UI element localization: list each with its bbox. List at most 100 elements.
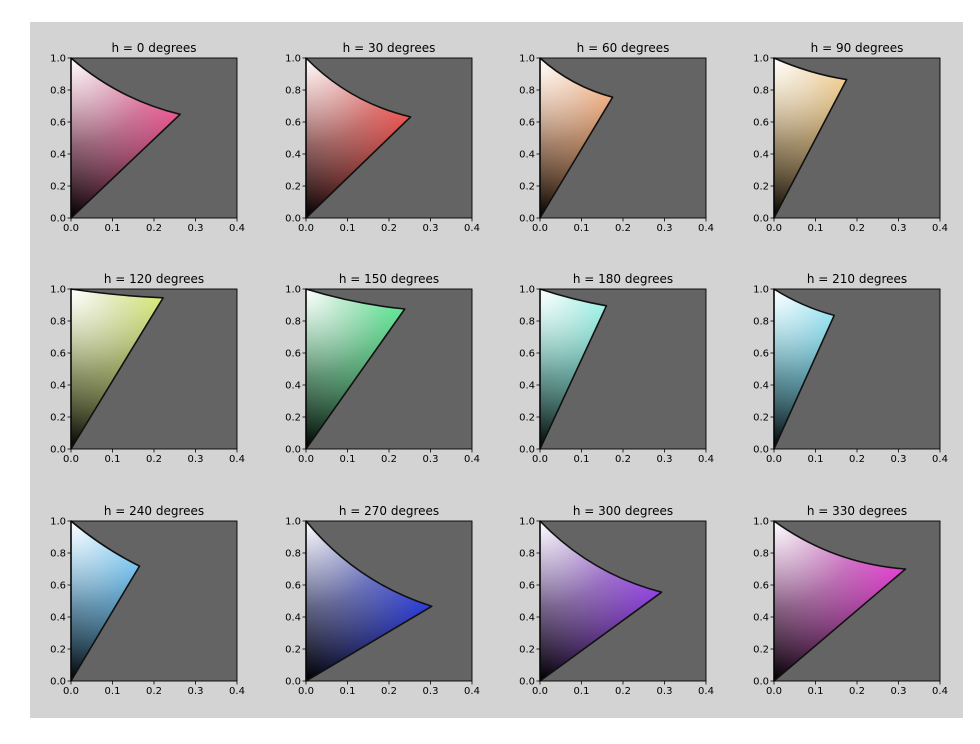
x-tick-label: 0.4 [229, 686, 245, 697]
y-tick-label: 0.6 [285, 349, 301, 360]
x-tick-label: 0.1 [574, 686, 590, 697]
y-tick-label: 1.0 [285, 517, 301, 528]
subplot-title: h = 0 degrees [111, 41, 196, 55]
x-tick-label: 0.3 [423, 454, 439, 465]
x-tick-label: 0.0 [766, 454, 782, 465]
x-tick-label: 0.4 [698, 223, 714, 234]
subplot-title: h = 30 degrees [343, 41, 436, 55]
y-tick-label: 1.0 [50, 285, 66, 296]
x-tick-label: 0.3 [188, 454, 204, 465]
subplot-title: h = 180 degrees [573, 272, 673, 286]
x-tick-label: 0.2 [146, 454, 162, 465]
x-tick-label: 0.2 [146, 686, 162, 697]
y-tick-label: 1.0 [753, 517, 769, 528]
y-tick-label: 1.0 [753, 54, 769, 65]
y-tick-label: 0.4 [519, 150, 535, 161]
gamut-lightness-overlay [306, 289, 405, 449]
gamut-outline [70, 57, 181, 219]
y-tick-label: 0.0 [50, 214, 66, 225]
x-tick-label: 0.0 [766, 686, 782, 697]
y-tick-label: 0.4 [50, 381, 66, 392]
x-tick-label: 0.1 [105, 223, 121, 234]
x-tick-label: 0.0 [63, 686, 79, 697]
x-tick-label: 0.1 [808, 223, 824, 234]
gamut-lightness-overlay [540, 289, 607, 449]
gamut-outline [539, 520, 663, 682]
x-tick-label: 0.4 [464, 454, 480, 465]
y-tick-label: 0.2 [519, 182, 535, 193]
x-tick-label: 0.3 [657, 454, 673, 465]
gamut-lightness-overlay [306, 521, 432, 681]
y-tick-label: 0.4 [753, 381, 769, 392]
subplot-30: 0.0 0.1 0.2 0.3 0.4 0.0 0.2 0.4 0.6 0.8 1.0 h = 30 … [285, 41, 480, 234]
x-tick-label: 0.4 [932, 454, 948, 465]
subplot-120: 0.0 0.1 0.2 0.3 0.4 0.0 0.2 0.4 0.6 0.8 1.0 h = 120… [50, 272, 245, 465]
x-tick-label: 0.0 [63, 454, 79, 465]
gamut-outline [539, 57, 614, 219]
y-tick-label: 1.0 [50, 54, 66, 65]
gamut-outline [773, 520, 907, 682]
y-tick-label: 0.6 [519, 349, 535, 360]
x-tick-label: 0.2 [615, 454, 631, 465]
y-tick-label: 0.8 [753, 317, 769, 328]
y-tick-label: 0.4 [285, 613, 301, 624]
subplot-90: 0.0 0.1 0.2 0.3 0.4 0.0 0.2 0.4 0.6 0.8 1.0 h = 90 … [753, 41, 948, 234]
x-tick-label: 0.1 [340, 223, 356, 234]
gamut-outline [305, 520, 433, 682]
y-tick-label: 0.6 [753, 349, 769, 360]
gamut-lightness-overlay [540, 521, 662, 681]
gamut-lightness-overlay [774, 521, 906, 681]
gamut-outline [305, 288, 406, 450]
y-tick-label: 0.2 [50, 645, 66, 656]
subplot-270: 0.0 0.1 0.2 0.3 0.4 0.0 0.2 0.4 0.6 0.8 1.0 h = 270… [285, 504, 480, 697]
gamut-outline [773, 288, 835, 450]
y-tick-label: 0.2 [753, 182, 769, 193]
gamut-lightness-overlay [306, 58, 411, 218]
gamut-lightness-overlay [71, 58, 181, 218]
subplot-150: 0.0 0.1 0.2 0.3 0.4 0.0 0.2 0.4 0.6 0.8 1.0 h = 150… [285, 272, 480, 465]
x-tick-label: 0.4 [932, 686, 948, 697]
x-tick-label: 0.1 [340, 454, 356, 465]
y-tick-label: 0.4 [285, 150, 301, 161]
x-tick-label: 0.0 [532, 454, 548, 465]
x-tick-label: 0.0 [298, 223, 314, 234]
x-tick-label: 0.3 [891, 454, 907, 465]
x-tick-label: 0.4 [698, 686, 714, 697]
x-tick-label: 0.0 [63, 223, 79, 234]
y-tick-label: 0.6 [519, 581, 535, 592]
x-tick-label: 0.3 [657, 223, 673, 234]
y-tick-label: 0.6 [753, 118, 769, 129]
y-tick-label: 0.0 [50, 445, 66, 456]
x-tick-label: 0.0 [298, 686, 314, 697]
y-tick-label: 0.8 [285, 549, 301, 560]
gamut-outline [773, 57, 848, 219]
x-tick-label: 0.2 [849, 686, 865, 697]
y-tick-label: 0.4 [753, 613, 769, 624]
x-tick-label: 0.0 [532, 223, 548, 234]
x-tick-label: 0.0 [766, 223, 782, 234]
y-tick-label: 0.2 [753, 413, 769, 424]
x-tick-label: 0.3 [891, 686, 907, 697]
x-tick-label: 0.2 [381, 686, 397, 697]
figure: 0.0 0.1 0.2 0.3 0.4 0.0 0.2 0.4 0.6 0.8 1.0 h = 0 d… [30, 22, 963, 718]
subplot-60: 0.0 0.1 0.2 0.3 0.4 0.0 0.2 0.4 0.6 0.8 1.0 h = 60 … [519, 41, 714, 234]
y-tick-label: 0.0 [753, 677, 769, 688]
y-tick-label: 0.8 [753, 549, 769, 560]
subplot-180: 0.0 0.1 0.2 0.3 0.4 0.0 0.2 0.4 0.6 0.8 1.0 h = 180… [519, 272, 714, 465]
subplot-title: h = 330 degrees [807, 504, 907, 518]
subplot-300: 0.0 0.1 0.2 0.3 0.4 0.0 0.2 0.4 0.6 0.8 1.0 h = 300… [519, 504, 714, 697]
y-tick-label: 0.8 [50, 549, 66, 560]
subplot-title: h = 240 degrees [104, 504, 204, 518]
subplot-210: 0.0 0.1 0.2 0.3 0.4 0.0 0.2 0.4 0.6 0.8 1.0 h = 210… [753, 272, 948, 465]
x-tick-label: 0.2 [381, 454, 397, 465]
x-tick-label: 0.2 [146, 223, 162, 234]
y-tick-label: 0.6 [753, 581, 769, 592]
gamut-lightness-overlay [774, 58, 847, 218]
y-tick-label: 1.0 [285, 54, 301, 65]
x-tick-label: 0.4 [464, 223, 480, 234]
y-tick-label: 0.6 [50, 349, 66, 360]
subplot-title: h = 300 degrees [573, 504, 673, 518]
x-tick-label: 0.1 [105, 686, 121, 697]
gamut-lightness-overlay [71, 521, 140, 681]
x-tick-label: 0.3 [891, 223, 907, 234]
